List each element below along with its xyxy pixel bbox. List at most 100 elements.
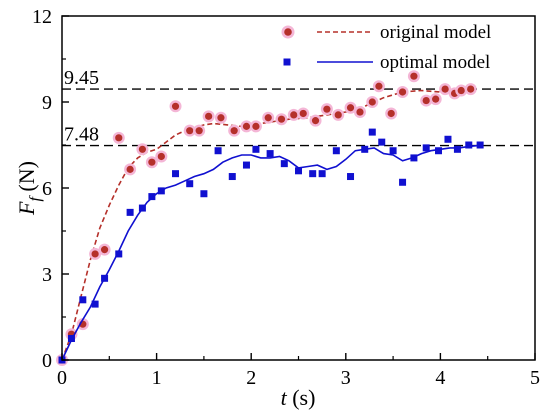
data-point — [157, 152, 165, 161]
x-tick-label: 5 — [530, 367, 540, 389]
y-tick-label: 12 — [32, 6, 52, 28]
data-point — [356, 108, 364, 116]
legend-optimal-marker — [283, 58, 291, 66]
data-point — [242, 122, 251, 130]
data-point — [100, 246, 109, 254]
data-point — [387, 109, 395, 118]
data-point — [67, 335, 75, 342]
y-axis-unit: (N) — [14, 161, 39, 197]
data-point — [318, 170, 326, 178]
x-axis-unit: (s) — [287, 385, 316, 410]
data-point — [91, 300, 99, 308]
x-tick-label: 1 — [152, 367, 162, 389]
data-point — [171, 102, 180, 110]
data-point — [299, 109, 307, 118]
y-axis-var: F — [14, 201, 39, 216]
data-point — [432, 95, 440, 103]
data-point — [410, 72, 418, 80]
data-point — [157, 187, 165, 195]
series-original — [56, 70, 477, 366]
data-point — [368, 98, 376, 106]
data-point — [228, 173, 236, 181]
x-axis-label: t (s) — [281, 385, 316, 410]
data-point — [126, 208, 134, 216]
data-point — [280, 160, 288, 168]
x-tick-label: 4 — [435, 367, 445, 389]
data-point — [79, 296, 87, 304]
data-point — [290, 111, 298, 119]
data-point — [148, 193, 156, 201]
data-point — [334, 111, 342, 119]
data-point — [295, 167, 302, 175]
data-point — [441, 85, 449, 93]
x-tick-label: 3 — [341, 367, 351, 389]
data-point — [398, 88, 407, 96]
data-point — [195, 127, 203, 135]
x-tick-label: 0 — [57, 367, 67, 389]
data-point — [266, 150, 274, 158]
data-point — [172, 170, 180, 178]
data-point — [465, 141, 473, 149]
data-point — [467, 85, 475, 93]
data-point — [217, 114, 225, 122]
data-point — [309, 170, 317, 178]
data-point — [148, 158, 156, 166]
x-axis-var: t — [281, 385, 288, 410]
data-point — [346, 104, 355, 112]
data-point — [410, 154, 418, 162]
data-point — [230, 127, 238, 135]
data-point — [264, 114, 272, 122]
data-point — [476, 141, 484, 149]
data-point — [91, 250, 99, 258]
data-point — [115, 134, 123, 142]
legend-original-marker — [284, 28, 292, 36]
data-point — [214, 147, 222, 155]
series-optimal — [58, 128, 484, 364]
data-point — [332, 147, 340, 155]
y-tick-label: 9 — [42, 92, 52, 114]
data-point — [252, 122, 260, 130]
series-fit-line — [61, 88, 474, 361]
data-point — [368, 128, 376, 136]
data-point — [138, 204, 146, 212]
data-point — [375, 82, 383, 90]
plot-area: 9.45 7.48 — [56, 67, 535, 366]
data-point — [323, 105, 331, 113]
data-point — [200, 190, 208, 198]
data-point — [435, 147, 443, 155]
data-point — [389, 147, 397, 155]
legend-original-label: original model — [380, 22, 491, 43]
y-tick-label: 6 — [42, 178, 52, 200]
y-tick-label: 0 — [42, 350, 52, 372]
data-point — [242, 161, 250, 169]
legend-optimal-label: optimal model — [380, 52, 490, 73]
reference-line-label: 7.48 — [64, 124, 99, 146]
x-tick-label: 2 — [246, 367, 256, 389]
data-point — [186, 127, 194, 135]
data-point — [422, 96, 430, 105]
reference-line-label: 9.45 — [64, 67, 99, 89]
data-point — [347, 173, 355, 181]
data-point — [115, 250, 123, 258]
data-point — [138, 145, 147, 153]
data-point — [126, 165, 134, 173]
data-point — [311, 117, 320, 125]
data-point — [101, 274, 109, 282]
data-point — [277, 115, 286, 123]
data-point — [205, 112, 213, 120]
y-axis-subscript: f — [27, 195, 44, 202]
data-point — [453, 145, 461, 153]
y-tick-label: 3 — [42, 264, 52, 286]
data-point — [444, 135, 452, 143]
data-point — [457, 86, 465, 95]
data-point — [399, 178, 407, 186]
data-point — [186, 180, 194, 188]
data-point — [378, 138, 386, 146]
data-point — [422, 144, 430, 152]
data-point — [361, 145, 369, 153]
y-axis-label: Ff (N) — [14, 161, 44, 216]
legend: original model optimal model — [281, 22, 491, 73]
series-fit-line — [61, 144, 479, 361]
